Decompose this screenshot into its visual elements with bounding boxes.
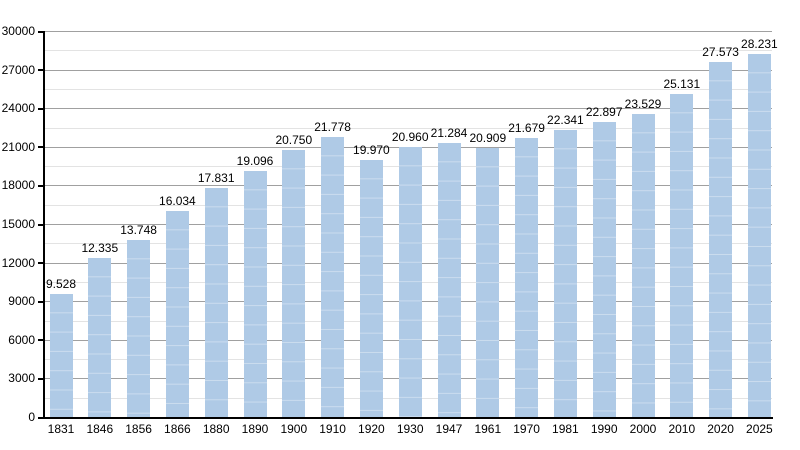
bar-value-label: 9.528 xyxy=(45,277,77,292)
x-tick-label: 2020 xyxy=(707,422,734,436)
y-tick-label: 18000 xyxy=(1,178,35,193)
x-tick-label: 1990 xyxy=(590,422,618,436)
y-tick-label: 6000 xyxy=(8,332,35,347)
y-axis-tick xyxy=(38,416,43,419)
y-tick-label: 30000 xyxy=(1,24,35,38)
bar xyxy=(747,53,771,417)
y-axis-tick xyxy=(38,30,43,33)
y-axis-tick xyxy=(38,107,43,110)
bar xyxy=(359,160,383,417)
bar-value-label: 21.679 xyxy=(508,121,545,136)
bar xyxy=(282,150,306,417)
y-axis-tick xyxy=(38,262,43,265)
bar-value-label: 17.831 xyxy=(197,170,235,185)
x-tick-label: 1930 xyxy=(396,422,424,436)
bar xyxy=(437,143,461,417)
bar-value-label: 27.573 xyxy=(702,45,739,60)
bar xyxy=(592,122,616,417)
bar xyxy=(515,138,539,417)
x-tick-label: 2025 xyxy=(746,422,773,436)
y-axis-tick xyxy=(38,223,43,226)
y-tick-label: 3000 xyxy=(8,371,35,386)
bar-value-label: 13.748 xyxy=(120,223,157,238)
bar-value-label: 20.909 xyxy=(469,131,507,145)
bar xyxy=(88,258,112,417)
bar xyxy=(165,210,189,417)
y-axis-tick xyxy=(38,300,43,303)
bar xyxy=(204,187,228,417)
x-tick-label: 1961 xyxy=(474,422,502,436)
bar-value-label: 12.335 xyxy=(81,241,119,256)
bar-value-label: 16.034 xyxy=(159,193,196,208)
bar xyxy=(553,129,577,417)
x-tick-label: 1890 xyxy=(241,422,269,436)
x-tick-label: 1920 xyxy=(358,422,385,436)
y-tick-label: 21000 xyxy=(1,139,35,154)
bar xyxy=(476,148,500,417)
minor-gridline xyxy=(45,127,772,129)
y-axis-tick xyxy=(38,69,43,72)
bar xyxy=(49,294,73,417)
x-tick-label: 1846 xyxy=(86,422,114,436)
x-axis-line xyxy=(43,417,773,419)
x-tick-label: 1866 xyxy=(164,422,191,436)
bar xyxy=(709,62,733,417)
bar-value-label: 23.529 xyxy=(624,97,662,112)
bar-value-label: 19.970 xyxy=(353,143,390,158)
y-tick-label: 12000 xyxy=(1,255,35,270)
x-tick-label: 1900 xyxy=(280,422,308,436)
x-tick-label: 1856 xyxy=(125,422,152,436)
y-axis-tick xyxy=(38,377,43,380)
y-tick-label: 27000 xyxy=(1,62,35,77)
y-tick-label: 0 xyxy=(28,410,35,424)
bar-value-label: 25.131 xyxy=(663,76,701,91)
y-axis-line xyxy=(43,31,45,419)
x-tick-label: 2000 xyxy=(629,422,657,436)
minor-gridline xyxy=(45,88,772,90)
bar xyxy=(321,136,345,417)
y-tick-label: 9000 xyxy=(8,294,35,309)
bar-value-label: 22.341 xyxy=(547,112,584,127)
bar xyxy=(398,147,422,417)
bar xyxy=(243,171,267,417)
bar xyxy=(670,93,694,417)
minor-gridline xyxy=(45,50,772,52)
x-tick-label: 1947 xyxy=(435,422,463,436)
major-gridline xyxy=(45,31,772,32)
bar-value-label: 21.778 xyxy=(314,119,351,134)
x-tick-label: 1970 xyxy=(513,422,540,436)
x-tick-label: 1981 xyxy=(552,422,579,436)
major-gridline xyxy=(45,69,772,71)
bar xyxy=(127,240,151,417)
bar-value-label: 22.897 xyxy=(585,105,623,120)
x-tick-label: 1910 xyxy=(319,422,346,436)
bar xyxy=(631,114,655,417)
y-tick-label: 24000 xyxy=(1,101,35,116)
major-gridline xyxy=(45,108,772,110)
bar-value-label: 21.284 xyxy=(430,126,468,141)
x-tick-label: 2010 xyxy=(668,422,696,436)
x-tick-label: 1831 xyxy=(47,422,75,436)
bar-value-label: 28.231 xyxy=(741,36,778,51)
y-axis-tick xyxy=(38,184,43,187)
y-axis-tick xyxy=(38,339,43,342)
y-tick-label: 15000 xyxy=(1,217,35,231)
y-axis-tick xyxy=(38,146,43,149)
bar-value-label: 20.750 xyxy=(275,133,313,147)
x-tick-label: 1880 xyxy=(202,422,230,436)
bar-value-label: 20.960 xyxy=(391,130,429,145)
bar-value-label: 19.096 xyxy=(236,154,274,169)
